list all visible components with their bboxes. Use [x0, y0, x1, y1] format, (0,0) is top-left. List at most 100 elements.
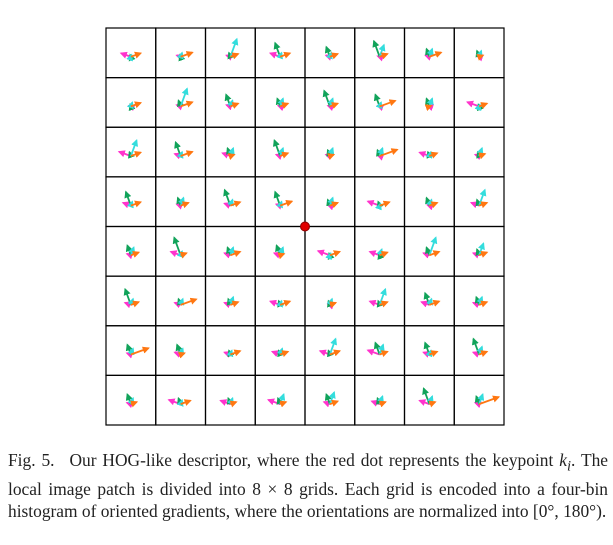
gradient-arrow-bin-1 [372, 39, 381, 58]
gradient-arrow-bin-3 [130, 200, 143, 208]
gradient-arrow-bin-2 [428, 236, 438, 256]
gradient-arrow-bin-2 [227, 246, 235, 256]
grid-cell-3-1 [155, 176, 207, 228]
grid-cell-2-0 [105, 126, 157, 178]
grid-cell-5-7 [453, 275, 505, 327]
gradient-arrow-bin-3 [180, 150, 194, 158]
gradient-arrow-bin-3 [379, 300, 389, 308]
grid-cell-1-2 [204, 77, 256, 128]
grid-cell-4-4 [304, 225, 356, 277]
gradient-arrow-bin-3 [379, 52, 389, 60]
gradient-arrow-bin-3 [130, 51, 143, 59]
grid-cell-7-1 [155, 374, 207, 426]
gradient-arrow-bin-3 [279, 199, 294, 207]
caption-label: Fig. 5. [8, 450, 55, 470]
gradient-arrow-bin-3 [180, 399, 192, 406]
gradient-arrow-bin-3 [327, 153, 336, 160]
gradient-arrow-bin-3 [379, 200, 391, 208]
grid-cell-7-0 [105, 374, 157, 426]
gradient-arrow-bin-3 [230, 250, 242, 258]
gradient-arrow-bin-3 [478, 395, 501, 406]
gradient-arrow-bin-2 [229, 37, 239, 58]
gradient-arrow-bin-3 [130, 300, 141, 308]
gradient-arrow-bin-3 [429, 151, 439, 159]
grid-cell-2-1 [155, 126, 207, 178]
gradient-arrow-bin-2 [328, 391, 336, 405]
gradient-arrow-bin-1 [324, 392, 332, 405]
grid-cell-4-0 [105, 225, 157, 277]
hog-descriptor-figure [105, 27, 505, 426]
gradient-arrow-bin-3 [180, 51, 194, 58]
gradient-arrow-bin-3 [177, 351, 186, 359]
gradient-arrows [117, 37, 501, 409]
gradient-arrow-bin-1 [272, 138, 281, 157]
grid-cell-4-6 [403, 225, 455, 277]
gradient-arrow-bin-3 [379, 251, 389, 258]
gradient-arrow-bin-2 [378, 287, 387, 306]
grid-cell-4-3 [254, 225, 306, 277]
grid-cell-0-4 [304, 27, 356, 79]
gradient-arrow-bin-3 [130, 101, 143, 109]
gradient-arrow-bin-2 [179, 87, 189, 107]
grid-cell-6-4 [304, 325, 356, 376]
grid-cell-5-0 [105, 275, 157, 327]
gradient-arrow-bin-3 [229, 400, 238, 408]
gradient-arrow-bin-3 [429, 299, 441, 307]
gradient-arrow-bin-2 [478, 188, 487, 206]
gradient-arrow-bin-3 [478, 152, 487, 160]
gradient-arrow-bin-1 [373, 341, 381, 355]
grid-cell-1-7 [453, 77, 505, 128]
grid-cell-4-7 [453, 225, 505, 277]
gradient-arrow-bin-3 [279, 151, 290, 159]
gradient-arrow-bin-2 [130, 138, 139, 157]
grid-cell-6-2 [204, 325, 256, 376]
keypoint-subscript: i [566, 458, 572, 475]
gradient-arrow-bin-3 [424, 104, 433, 112]
gradient-arrow-bin-3 [478, 251, 489, 258]
gradient-arrow-bin-3 [379, 350, 389, 358]
gradient-arrow-bin-3 [329, 250, 342, 258]
gradient-arrow-bin-3 [180, 201, 190, 209]
grid-cell-2-3 [254, 126, 306, 178]
grid-cell-5-1 [155, 275, 207, 327]
gradient-arrow-bin-3 [279, 102, 290, 109]
grid-cell-2-4 [304, 126, 356, 178]
gradient-arrow-bin-3 [379, 148, 399, 157]
keypoint-dot [300, 221, 310, 232]
gradient-arrow-bin-3 [429, 201, 439, 209]
gradient-arrow-bin-2 [477, 392, 485, 405]
gradient-arrow-bin-3 [230, 300, 240, 308]
gradient-arrow-bin-3 [279, 350, 290, 358]
gradient-arrow-bin-3 [180, 100, 194, 108]
grid-cell-3-6 [403, 176, 455, 228]
gradient-arrow-bin-2 [329, 337, 338, 355]
gradient-arrow-bin-3 [179, 251, 188, 259]
gradient-arrow-bin-3 [329, 399, 340, 407]
grid-cell-5-6 [403, 275, 455, 327]
grid-cell-4-2 [204, 225, 256, 277]
grid-cell-7-4 [304, 374, 356, 426]
gradient-arrow-bin-3 [230, 349, 242, 357]
grid-cell-0-7 [453, 27, 505, 79]
grid-cells [105, 27, 505, 426]
gradient-arrow-bin-2 [377, 343, 385, 355]
grid-cell-6-1 [155, 325, 207, 376]
caption-text: Our HOG-like descriptor, where the red d… [69, 450, 554, 470]
grid-cell-7-6 [403, 374, 455, 426]
gradient-arrow-bin-2 [378, 43, 386, 58]
gradient-arrow-bin-3 [478, 102, 489, 109]
gradient-arrow-bin-3 [329, 301, 338, 309]
grid-cell-1-3 [254, 77, 306, 128]
grid-cell-2-6 [403, 126, 455, 178]
grid-cell-7-5 [354, 374, 406, 426]
grid-cell-0-3 [254, 27, 306, 79]
grid-cell-6-6 [403, 325, 455, 376]
gradient-arrow-bin-3 [476, 53, 485, 61]
gradient-arrow-bin-3 [279, 299, 292, 307]
grid-cell-3-2 [204, 176, 256, 228]
grid-cell-3-0 [105, 176, 157, 228]
gradient-arrow-bin-3 [428, 400, 437, 408]
grid-cell-1-1 [155, 77, 207, 128]
gradient-arrow-bin-3 [379, 99, 397, 108]
grid-cell-3-4 [304, 176, 356, 228]
